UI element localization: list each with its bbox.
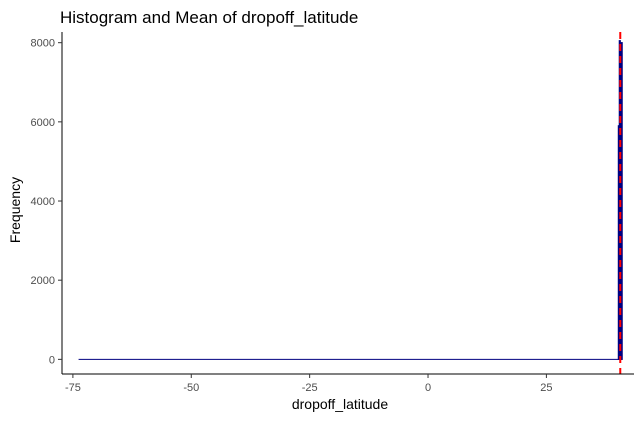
x-axis-label: dropoff_latitude xyxy=(292,396,388,412)
x-tick-label: -75 xyxy=(65,382,81,394)
y-tick-label: 8000 xyxy=(31,38,55,50)
x-tick-label: -25 xyxy=(302,382,318,394)
chart-title: Histogram and Mean of dropoff_latitude xyxy=(60,8,358,27)
y-tick-label: 4000 xyxy=(31,196,55,208)
plot-marks xyxy=(78,32,623,374)
plot-axes: 0 2000 4000 6000 8000 -75 -50 -25 0 25 xyxy=(31,32,634,394)
x-tick-label: 25 xyxy=(540,382,552,394)
y-tick-label: 6000 xyxy=(31,117,55,129)
y-tick-label: 0 xyxy=(49,354,55,366)
x-tick-label: -50 xyxy=(183,382,199,394)
histogram-bar xyxy=(620,42,623,360)
y-axis-label: Frequency xyxy=(7,177,23,243)
x-tick-label: 0 xyxy=(425,382,431,394)
y-tick-label: 2000 xyxy=(31,275,55,287)
